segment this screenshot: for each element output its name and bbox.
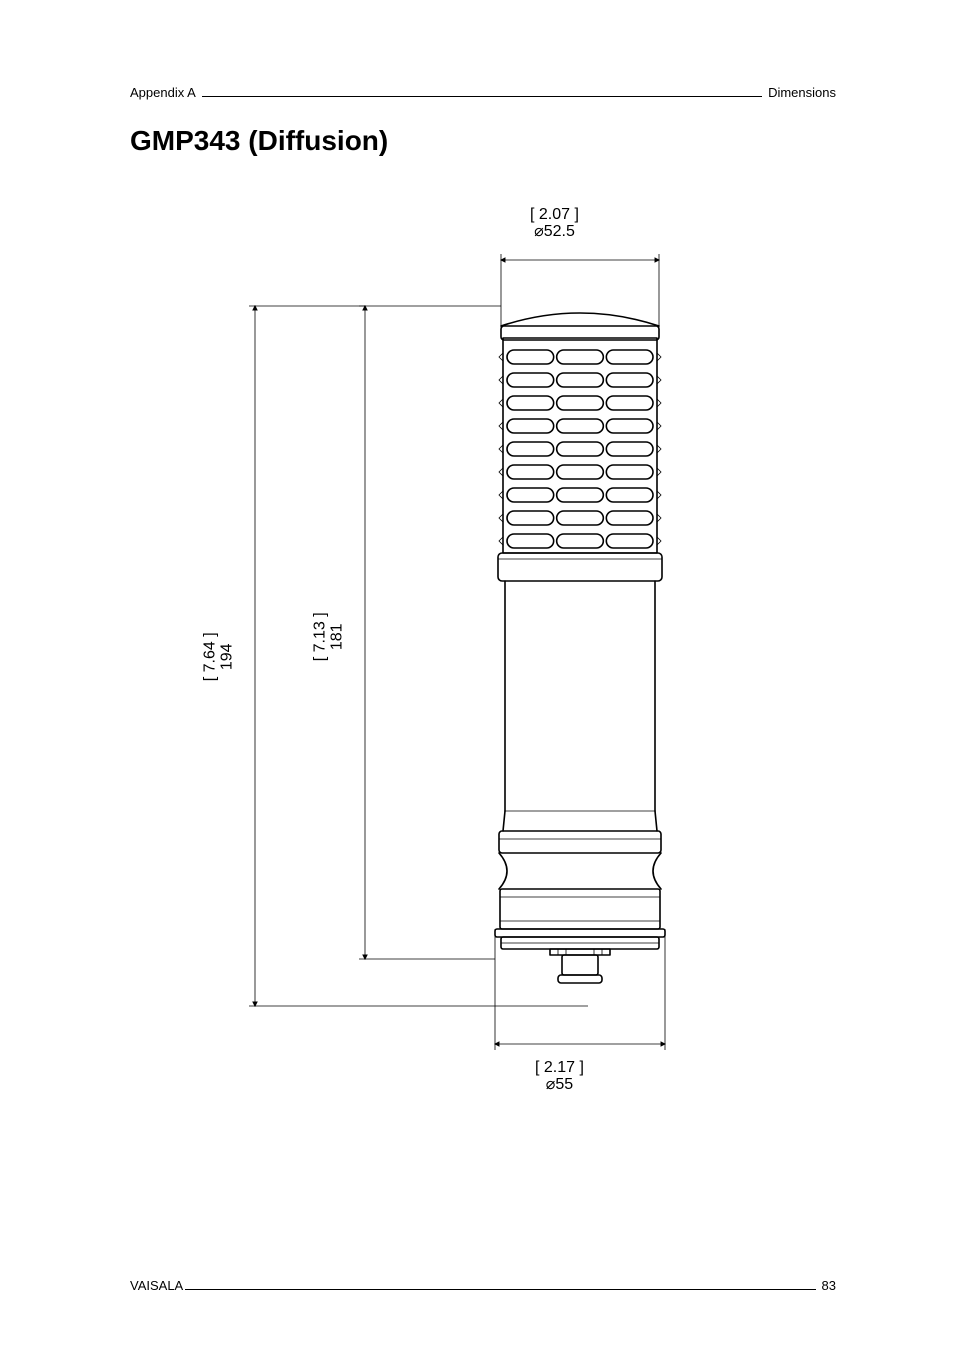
page-title: GMP343 (Diffusion) xyxy=(130,125,388,157)
dim-top-dia: 2.07 ⌀52.5 xyxy=(530,207,579,241)
dim-bot-dia-in: 2.17 xyxy=(535,1060,584,1077)
footer-left: VAISALA xyxy=(130,1278,183,1293)
footer-rule xyxy=(185,1289,815,1290)
page-header: Appendix A Dimensions xyxy=(130,85,836,100)
dim-top-dia-in: 2.07 xyxy=(530,207,579,224)
drawing-svg xyxy=(225,200,685,1100)
diameter-symbol-icon: ⌀ xyxy=(546,1076,556,1093)
footer-right: 83 xyxy=(818,1278,836,1293)
dim-outer-h-mm: 194 xyxy=(219,632,236,681)
header-right: Dimensions xyxy=(764,85,836,100)
dim-inner-h: 7.13 181 xyxy=(313,612,347,661)
dim-inner-h-in: 7.13 xyxy=(313,612,330,661)
diameter-symbol-icon: ⌀ xyxy=(534,223,544,240)
header-left: Appendix A xyxy=(130,85,200,100)
dim-inner-h-mm: 181 xyxy=(329,612,346,661)
dimension-drawing: 2.07 ⌀52.5 2.17 ⌀55 7.64 194 7.13 181 xyxy=(225,200,685,1100)
dim-top-dia-mm: ⌀52.5 xyxy=(530,224,579,241)
page-footer: VAISALA 83 xyxy=(130,1278,836,1293)
dim-bot-dia-mm: ⌀55 xyxy=(535,1077,584,1094)
dim-outer-h-in: 7.64 xyxy=(203,632,220,681)
header-rule xyxy=(202,96,762,97)
dim-bot-dia: 2.17 ⌀55 xyxy=(535,1060,584,1094)
dim-outer-h: 7.64 194 xyxy=(203,632,237,681)
